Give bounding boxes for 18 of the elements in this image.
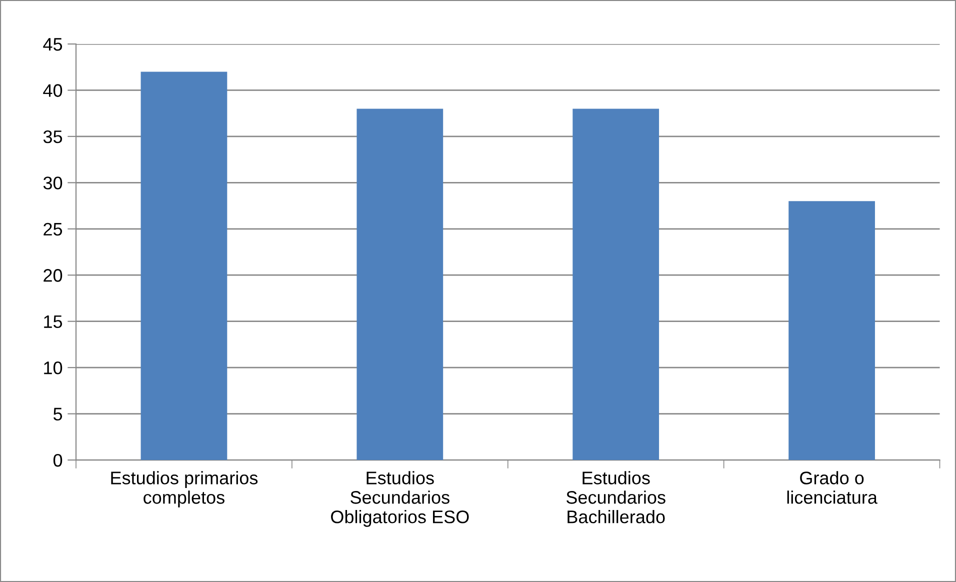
bar [572, 108, 660, 460]
x-tick-label: Estudios Secundarios Obligatorios ESO [331, 471, 469, 527]
y-tick-label: 20 [44, 269, 62, 282]
x-tick-label: Grado o licenciatura [787, 471, 878, 504]
bar [356, 108, 444, 460]
bar [788, 201, 875, 460]
y-tick-label: 15 [44, 315, 62, 328]
y-tick-label: 25 [44, 222, 62, 236]
y-tick-label: 30 [43, 176, 62, 190]
y-tick-label: 0 [53, 454, 62, 467]
x-tick-label: Estudios Secundarios Bachillerado [566, 471, 666, 524]
y-tick-label: 5 [53, 408, 62, 421]
y-tick-label: 40 [43, 84, 62, 97]
bar [140, 72, 228, 460]
y-tick-label: 10 [44, 362, 62, 374]
y-tick-label: 35 [43, 130, 62, 144]
y-tick-label: 45 [43, 38, 62, 51]
x-tick-label: Estudios primarios completos [111, 471, 258, 508]
